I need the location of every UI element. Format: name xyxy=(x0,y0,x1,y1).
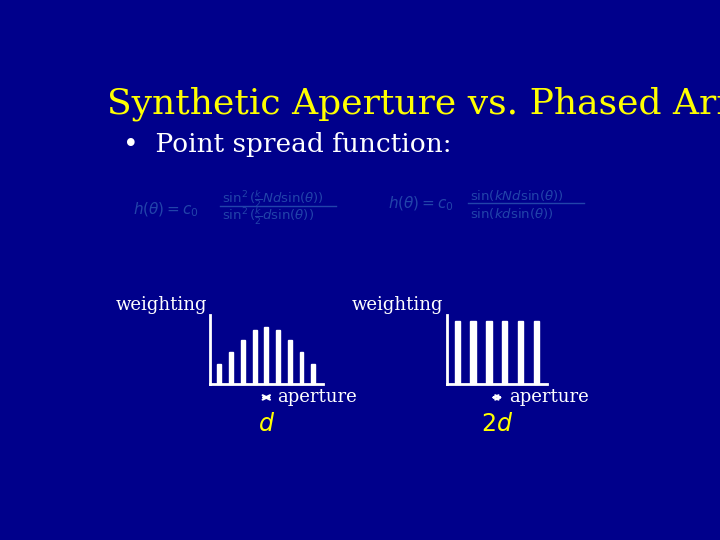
Text: $d$: $d$ xyxy=(258,413,275,436)
Text: Synthetic Aperture vs. Phased Array: Synthetic Aperture vs. Phased Array xyxy=(107,86,720,120)
Text: $h(\theta) = c_0$: $h(\theta) = c_0$ xyxy=(388,194,454,213)
Bar xyxy=(229,352,233,384)
Bar xyxy=(253,330,256,384)
Bar xyxy=(276,330,280,384)
Text: •  Point spread function:: • Point spread function: xyxy=(122,132,451,157)
Text: aperture: aperture xyxy=(276,388,356,407)
Bar xyxy=(534,321,539,384)
Text: weighting: weighting xyxy=(352,295,444,314)
Text: $\sin(kd\sin(\theta))$: $\sin(kd\sin(\theta))$ xyxy=(469,206,554,221)
Text: weighting: weighting xyxy=(115,295,207,314)
Bar xyxy=(264,327,269,384)
Bar xyxy=(518,321,523,384)
Bar xyxy=(470,321,476,384)
Text: $h(\theta) = c_0$: $h(\theta) = c_0$ xyxy=(132,200,199,219)
Text: $\sin^2(\frac{k}{2}d\sin(\theta))$: $\sin^2(\frac{k}{2}d\sin(\theta))$ xyxy=(222,206,314,227)
Bar xyxy=(300,352,303,384)
Bar xyxy=(502,321,508,384)
Text: aperture: aperture xyxy=(510,388,589,407)
Bar xyxy=(288,340,292,384)
Bar xyxy=(454,321,460,384)
Text: $\sin^2(\frac{k}{2}Nd\sin(\theta))$: $\sin^2(\frac{k}{2}Nd\sin(\theta))$ xyxy=(222,189,324,210)
Text: $2d$: $2d$ xyxy=(481,413,513,436)
Text: $\sin(kNd\sin(\theta))$: $\sin(kNd\sin(\theta))$ xyxy=(469,188,563,203)
Bar xyxy=(311,363,315,384)
Bar xyxy=(241,340,245,384)
Bar xyxy=(486,321,492,384)
Bar xyxy=(217,363,221,384)
